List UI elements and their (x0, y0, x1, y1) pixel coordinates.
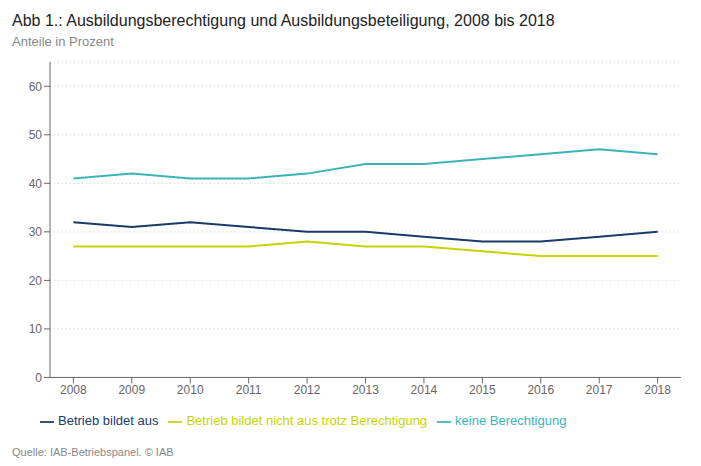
svg-text:2013: 2013 (352, 383, 379, 397)
svg-text:2011: 2011 (236, 383, 262, 397)
svg-text:2015: 2015 (469, 383, 496, 397)
html-text:Betrieb bildet aus: Betrieb bildet aus (58, 413, 159, 429)
html-text:Abb 1.: Ausbildungsberechtigun: Abb 1.: Ausbildungsberechtigung und Ausb… (12, 12, 555, 29)
svg-text:30: 30 (29, 225, 43, 239)
html-text:Betrieb bildet nicht aus trotz: Betrieb bildet nicht aus trotz Berechtig… (186, 413, 428, 429)
svg-text:2018: 2018 (644, 383, 671, 397)
svg-text:2009: 2009 (118, 383, 145, 397)
svg-text:2010: 2010 (177, 383, 204, 397)
svg-text:2016: 2016 (527, 383, 554, 397)
svg-text:2012: 2012 (294, 383, 321, 397)
svg-text:2017: 2017 (586, 383, 613, 397)
html-text:Anteile in Prozent: Anteile in Prozent (12, 34, 114, 49)
html-text:Quelle: IAB-Betriebspanel. © I: Quelle: IAB-Betriebspanel. © IAB (12, 446, 174, 458)
svg-text:0: 0 (35, 371, 42, 385)
svg-text:10: 10 (29, 322, 43, 336)
svg-text:50: 50 (29, 128, 43, 142)
html-text:keine Berechtigung: keine Berechtigung (455, 413, 567, 429)
svg-text:60: 60 (29, 80, 43, 94)
svg-text:2008: 2008 (60, 383, 87, 397)
svg-text:40: 40 (29, 177, 43, 191)
svg-text:20: 20 (29, 274, 43, 288)
svg-text:2014: 2014 (411, 383, 438, 397)
